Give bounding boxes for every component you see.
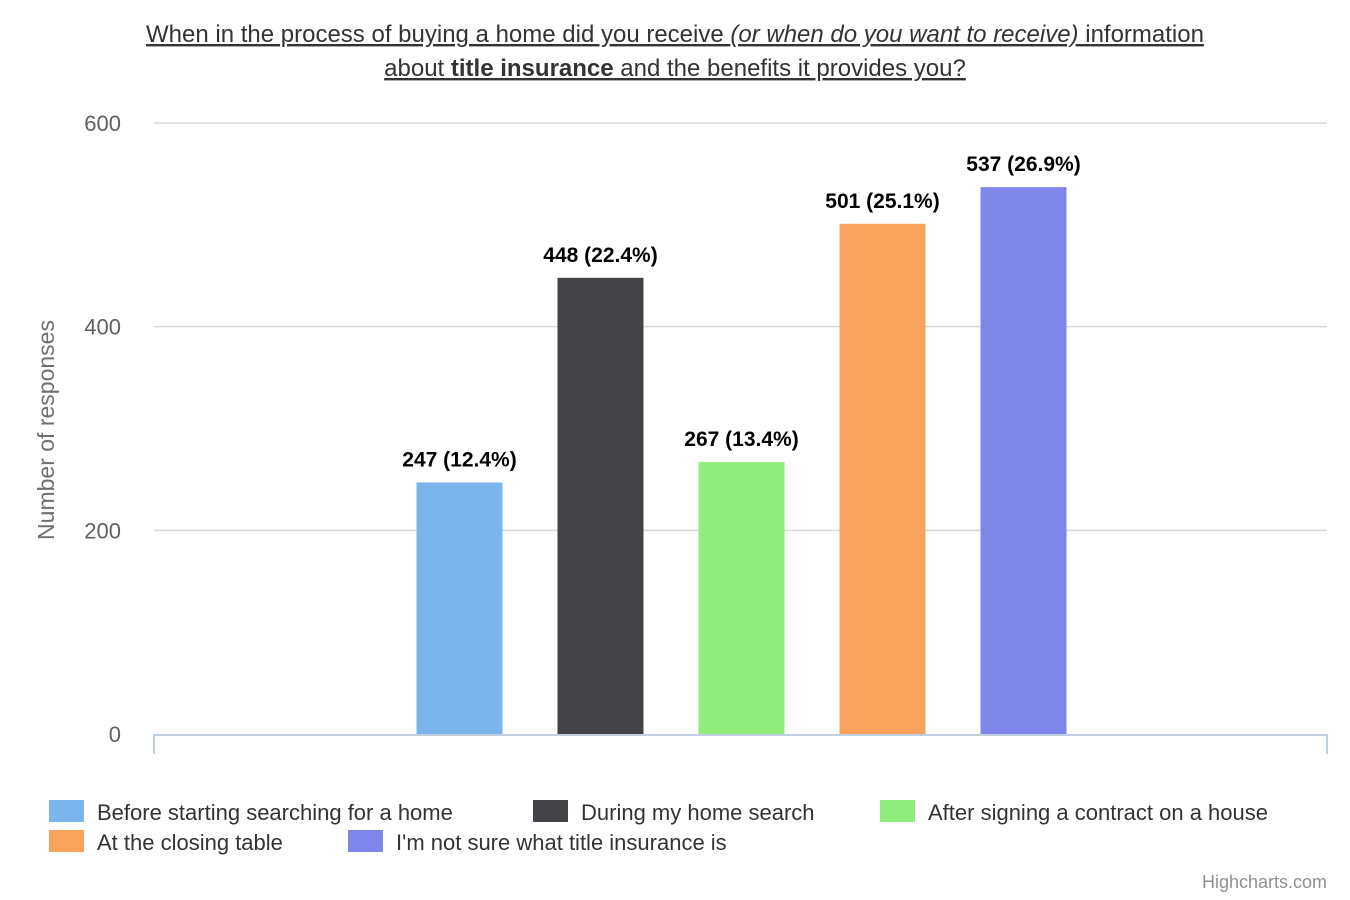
legend-label: Before starting searching for a home <box>97 800 453 825</box>
legend-item-1[interactable]: Before starting searching for a home <box>49 800 453 825</box>
bar-3[interactable] <box>698 462 785 734</box>
legend-swatch <box>880 800 915 822</box>
legend-item-5[interactable]: I'm not sure what title insurance is <box>348 830 727 855</box>
y-tick-label: 200 <box>84 518 121 543</box>
credits-link[interactable]: Highcharts.com <box>1202 872 1327 892</box>
chart-title-line-1: When in the process of buying a home did… <box>146 21 1204 48</box>
legend: Before starting searching for a home Duri… <box>49 800 1268 855</box>
bar-5[interactable] <box>980 187 1067 734</box>
bar-1[interactable] <box>416 482 503 734</box>
legend-label: At the closing table <box>97 830 283 855</box>
legend-label: I'm not sure what title insurance is <box>396 830 727 855</box>
bar-4[interactable] <box>839 223 926 734</box>
y-axis-ticks: 0 200 400 600 <box>84 111 121 747</box>
legend-label: After signing a contract on a house <box>928 800 1268 825</box>
legend-item-4[interactable]: At the closing table <box>49 830 283 855</box>
legend-swatch <box>533 800 568 822</box>
chart-title-segment: and the benefits it provides you? <box>614 55 966 82</box>
data-label-4: 501 (25.1%) <box>825 190 939 213</box>
legend-swatch <box>49 800 84 822</box>
legend-item-2[interactable]: During my home search <box>533 800 815 825</box>
chart-title-line-2: about title insurance and the benefits i… <box>384 55 966 82</box>
bars <box>416 187 1067 734</box>
data-labels: 247 (12.4%) 448 (22.4%) 267 (13.4%) 501 (25… <box>402 153 1080 471</box>
y-tick-label: 400 <box>84 315 121 340</box>
chart-title-segment: (or when do you want to receive) <box>730 21 1078 48</box>
data-label-3: 267 (13.4%) <box>684 428 798 451</box>
chart-title-segment: When in the process of buying a home did… <box>146 21 730 48</box>
y-tick-label: 600 <box>84 111 121 136</box>
legend-swatch <box>348 830 383 852</box>
chart-title-segment: information <box>1079 21 1204 48</box>
data-label-5: 537 (26.9%) <box>966 153 1080 176</box>
y-tick-label: 0 <box>109 722 121 747</box>
data-label-1: 247 (12.4%) <box>402 448 516 471</box>
legend-item-3[interactable]: After signing a contract on a house <box>880 800 1268 825</box>
chart-title: When in the process of buying a home did… <box>146 21 1204 82</box>
bar-2[interactable] <box>557 277 644 734</box>
chart-title-segment: title insurance <box>451 55 614 82</box>
legend-swatch <box>49 830 84 852</box>
data-label-2: 448 (22.4%) <box>543 244 657 267</box>
y-axis-title: Number of responses <box>33 320 59 540</box>
legend-label: During my home search <box>581 800 815 825</box>
chart-title-segment: about <box>384 55 451 82</box>
